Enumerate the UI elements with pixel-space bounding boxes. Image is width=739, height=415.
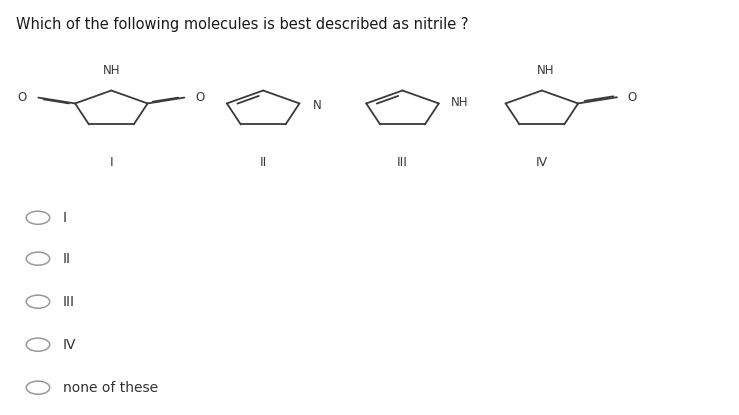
Text: NH: NH: [103, 64, 120, 77]
Text: II: II: [259, 156, 267, 169]
Text: none of these: none of these: [63, 381, 158, 395]
Text: II: II: [63, 251, 71, 266]
Text: III: III: [63, 295, 75, 309]
Text: NH: NH: [451, 96, 468, 109]
Text: I: I: [63, 211, 67, 225]
Text: III: III: [397, 156, 408, 169]
Text: NH: NH: [537, 64, 554, 77]
Text: Which of the following molecules is best described as nitrile ?: Which of the following molecules is best…: [16, 17, 469, 32]
Text: O: O: [18, 91, 27, 104]
Text: IV: IV: [63, 338, 76, 352]
Text: IV: IV: [536, 156, 548, 169]
Text: N: N: [313, 99, 321, 112]
Text: O: O: [627, 91, 636, 104]
Text: O: O: [196, 91, 205, 104]
Text: I: I: [109, 156, 113, 169]
